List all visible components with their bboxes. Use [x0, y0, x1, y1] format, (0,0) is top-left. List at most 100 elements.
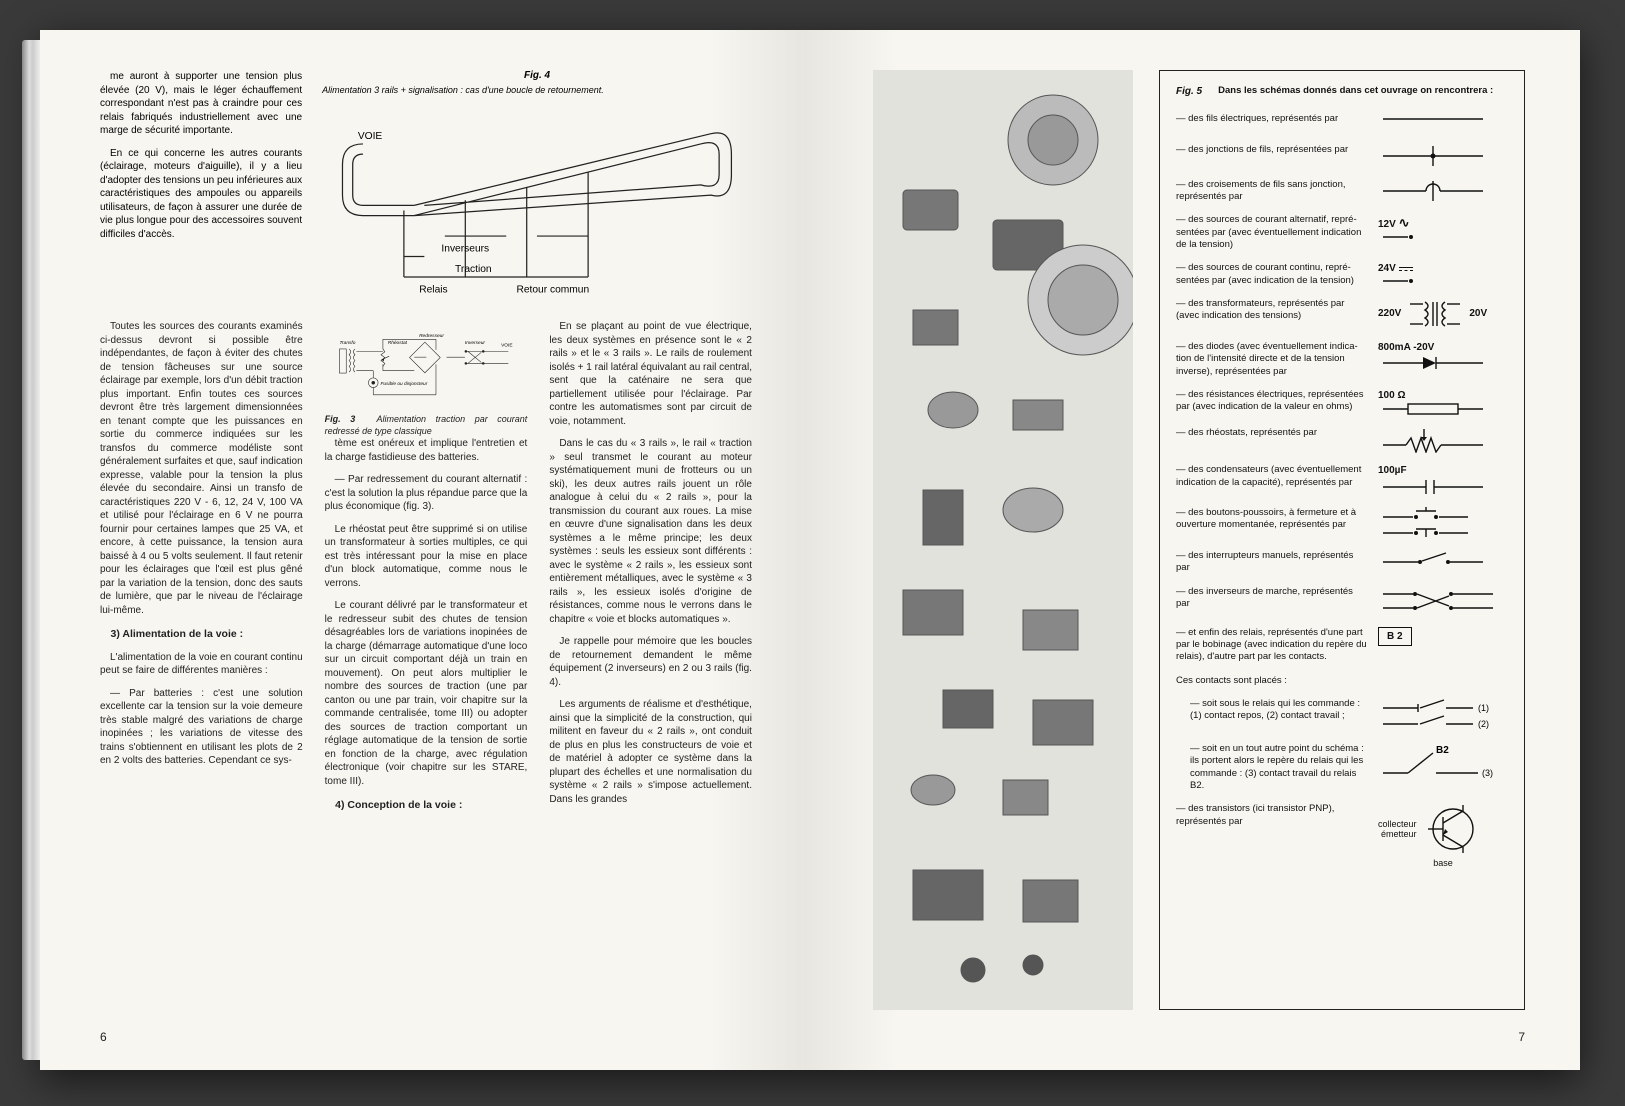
legend-row: — des sources de courant alternatif, rep…: [1176, 214, 1508, 251]
legend-symbol-resistor: 100 Ω: [1378, 389, 1508, 417]
paragraph: — Par redressement du courant al­ternati…: [325, 473, 528, 514]
legend-symbol-capacitor: 100µF: [1378, 464, 1508, 496]
legend-row: — des résistances électriques, représent…: [1176, 389, 1508, 417]
paragraph: Le rhéostat peut être supprimé si on uti…: [325, 523, 528, 591]
legend-row: — soit en un tout autre point du sché­ma…: [1190, 743, 1508, 792]
legend-row: — des rhéostats, représentés par: [1176, 427, 1508, 453]
label-fusible: Fusible ou disjoncteur: [380, 382, 427, 388]
fig4-diagram: Fig. 4 Alimentation 3 rails + signalisat…: [322, 70, 752, 302]
legend-symbol-junction: [1378, 144, 1508, 168]
fig4-block: me auront à supporter une tension plus é…: [100, 70, 752, 302]
label-inverseur: Inverseur: [465, 341, 485, 347]
fig4-label: Fig. 4: [322, 70, 752, 81]
text-columns: Toutes les sources des courants examinés…: [100, 320, 752, 812]
legend-symbol-transformer: 220V20V: [1378, 298, 1508, 330]
legend-row: — des transistors (ici transistor PNP), …: [1176, 803, 1508, 869]
legend-desc: Ces contacts sont placés :: [1176, 675, 1508, 687]
fig3-block: Transfo Rhéostat Redresseur Inverseur VO…: [325, 320, 528, 437]
paragraph: En ce qui concerne les autres courants (…: [100, 147, 302, 242]
svg-text:B2: B2: [1436, 745, 1449, 756]
legend-desc: — des sources de courant continu, repré­…: [1176, 262, 1368, 287]
left-page: me auront à supporter une tension plus é…: [40, 30, 803, 1070]
legend-row: — des fils électriques, représentés par: [1176, 113, 1508, 133]
paragraph: En se plaçant au point de vue élec­triqu…: [549, 320, 752, 428]
label-rheostat: Rhéostat: [387, 341, 407, 347]
legend-desc: — et enfin des relais, représentés d'une…: [1176, 627, 1368, 664]
legend-symbol-reverser: [1378, 586, 1508, 616]
legend-items: — des fils électriques, représentés par —…: [1176, 113, 1508, 870]
svg-text:(2): (2): [1478, 719, 1489, 729]
legend-desc: — des fils électriques, représentés par: [1176, 113, 1368, 125]
fig3-caption: Alimentation traction par courant redres…: [325, 414, 528, 436]
legend-symbol-diode: 800mA -20V: [1378, 341, 1508, 373]
legend-desc: — des résistances électriques, représent…: [1176, 389, 1368, 414]
legend-desc: — des jonctions de fils, représentées pa…: [1176, 144, 1368, 156]
right-page: Fig. 5 Dans les schémas donnés dans cet …: [803, 30, 1580, 1070]
legend-row: — des boutons-poussoirs, à fermeture et …: [1176, 507, 1508, 539]
label-voie: VOIE: [501, 343, 513, 349]
paragraph: Les arguments de réalisme et d'es­thétiq…: [549, 698, 752, 806]
paragraph: Le courant délivré par le transfor­mateu…: [325, 599, 528, 788]
legend-symbol-rheostat: [1378, 427, 1508, 453]
legend-symbol-ac: 12V ∿: [1378, 214, 1508, 242]
paragraph: me auront à supporter une tension plus é…: [100, 70, 302, 138]
legend-desc: — soit en un tout autre point du sché­ma…: [1190, 743, 1368, 792]
legend-desc: — soit sous le relais qui les com­mande …: [1190, 698, 1368, 723]
legend-desc: — des diodes (avec éventuellement indica…: [1176, 341, 1368, 378]
circuit-diagram: Transfo Rhéostat Redresseur Inverseur VO…: [325, 320, 528, 402]
paragraph: — Par batteries : c'est une solution exc…: [100, 687, 303, 768]
fig4-left-text: me auront à supporter une tension plus é…: [100, 70, 302, 250]
paragraph: Toutes les sources des courants examinés…: [100, 320, 303, 617]
legend-row: — des sources de courant continu, repré­…: [1176, 262, 1508, 287]
label-inverseurs: Inverseurs: [442, 243, 490, 254]
legend-desc: — des transformateurs, représentés par (…: [1176, 298, 1368, 323]
legend-row: — des jonctions de fils, représentées pa…: [1176, 144, 1508, 168]
legend-desc: — des condensateurs (avec éventuellement…: [1176, 464, 1368, 489]
legend-row: — des diodes (avec éventuellement indica…: [1176, 341, 1508, 378]
paragraph: L'alimentation de la voie en courant con…: [100, 651, 303, 678]
fig4-caption: Alimentation 3 rails + signalisation : c…: [322, 85, 752, 95]
book-spread: me auront à supporter une tension plus é…: [40, 30, 1580, 1070]
section-heading: 4) Conception de la voie :: [325, 798, 528, 812]
legend-symbol-transistor: collecteurémetteurbase: [1378, 803, 1508, 869]
legend-desc: — des inverseurs de marche, représentés …: [1176, 586, 1368, 611]
page-number-left: 6: [100, 1030, 107, 1044]
paragraph: Dans le cas du « 3 rails », le rail « tr…: [549, 437, 752, 626]
legend-row: — et enfin des relais, représentés d'une…: [1176, 627, 1508, 664]
label-voie: VOIE: [358, 131, 383, 142]
section-heading: 3) Alimentation de la voie :: [100, 627, 303, 641]
fig3-label: Fig. 3: [325, 414, 356, 424]
legend-row: — soit sous le relais qui les com­mande …: [1190, 698, 1508, 732]
page-edge: [22, 40, 40, 1060]
legend-desc: — des rhéostats, représentés par: [1176, 427, 1368, 439]
legend-row: — des interrupteurs manuels, représentés…: [1176, 550, 1508, 575]
fig5-label: Fig. 5: [1176, 85, 1202, 99]
legend-desc: — des sources de courant alternatif, rep…: [1176, 214, 1368, 251]
legend-symbol-wire: [1378, 113, 1508, 133]
legend-symbol-switch: [1378, 550, 1508, 570]
legend-title: Fig. 5 Dans les schémas donnés dans cet …: [1176, 85, 1508, 99]
legend-row: — des croisements de fils sans jonction,…: [1176, 179, 1508, 204]
legend-symbol-dc: 24V: [1378, 262, 1508, 286]
svg-text:(3): (3): [1482, 768, 1493, 778]
legend-symbol-contact3: B2 (3): [1378, 743, 1508, 783]
legend-desc: — des croisements de fils sans jonction,…: [1176, 179, 1368, 204]
label-retour: Retour commun: [517, 284, 590, 295]
legend-symbol-crossing: [1378, 179, 1508, 203]
legend-symbol-contacts12: (1) (2): [1378, 698, 1508, 732]
legend-row: Ces contacts sont placés :: [1176, 675, 1508, 687]
legend-desc: — des interrupteurs manuels, représentés…: [1176, 550, 1368, 575]
page-number-right: 7: [1518, 1030, 1525, 1044]
fig5-title: Dans les schémas donnés dans cet ouvrage…: [1218, 85, 1493, 99]
photo-illustration: [873, 70, 1133, 1010]
legend-row: — des condensateurs (avec éventuellement…: [1176, 464, 1508, 496]
legend-box: Fig. 5 Dans les schémas donnés dans cet …: [1159, 70, 1525, 1010]
label-redresseur: Redresseur: [419, 333, 444, 339]
legend-desc: — des transistors (ici transistor PNP), …: [1176, 803, 1368, 828]
legend-desc: — des boutons-poussoirs, à fermeture et …: [1176, 507, 1368, 532]
legend-row: — des transformateurs, représentés par (…: [1176, 298, 1508, 330]
label-traction: Traction: [455, 264, 492, 275]
components-photo: [873, 70, 1133, 1010]
legend-row: — des inverseurs de marche, représentés …: [1176, 586, 1508, 616]
paragraph: Je rappelle pour mémoire que les boucles…: [549, 635, 752, 689]
